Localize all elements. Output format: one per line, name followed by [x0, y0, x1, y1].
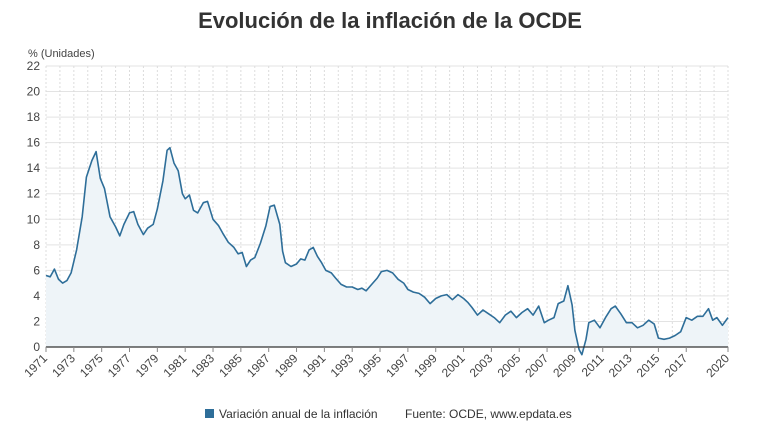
x-tick-label: 2020	[703, 351, 732, 380]
y-tick-label: 4	[33, 289, 40, 303]
x-tick-label: 1981	[161, 351, 190, 380]
x-tick-label: 1979	[133, 351, 162, 380]
x-tick-label: 2017	[662, 351, 691, 380]
x-tick-label: 1985	[216, 351, 245, 380]
y-tick-label: 18	[27, 110, 41, 124]
y-tick-label: 14	[27, 161, 41, 175]
x-tick-label: 1991	[300, 351, 329, 380]
y-tick-label: 2	[33, 314, 40, 328]
y-tick-label: 10	[27, 212, 41, 226]
x-tick-label: 2015	[634, 351, 663, 380]
x-tick-label: 2005	[495, 351, 524, 380]
y-tick-label: 20	[27, 85, 41, 99]
x-tick-label: 1995	[355, 351, 384, 380]
series-area	[46, 147, 728, 355]
y-axis-unit-label: % (Unidades)	[28, 48, 95, 60]
x-tick-label: 1971	[21, 351, 50, 380]
y-tick-label: 22	[27, 59, 41, 73]
y-tick-label: 6	[33, 263, 40, 277]
x-tick-label: 1977	[105, 351, 134, 380]
x-tick-label: 2007	[522, 351, 551, 380]
x-tick-label: 1983	[188, 351, 217, 380]
x-tick-label: 1975	[77, 351, 106, 380]
legend-label: Variación anual de la inflación	[219, 407, 378, 421]
x-tick-label: 1989	[272, 351, 301, 380]
x-tick-label: 2011	[579, 351, 607, 379]
x-tick-label: 2013	[606, 351, 635, 380]
x-tick-label: 2009	[550, 351, 579, 380]
y-tick-label: 0	[33, 340, 40, 354]
x-tick-label: 1973	[49, 351, 78, 380]
x-tick-label: 2003	[467, 351, 496, 380]
y-tick-label: 8	[33, 238, 40, 252]
series-line	[45, 146, 729, 356]
x-tick-label: 1987	[244, 351, 273, 380]
x-tick-label: 1997	[383, 351, 412, 380]
source-note: Fuente: OCDE, www.epdata.es	[405, 407, 572, 421]
y-tick-label: 16	[27, 136, 41, 150]
x-tick-label: 2001	[439, 351, 468, 380]
legend-swatch	[205, 409, 214, 418]
chart-title: Evolución de la inflación de la OCDE	[198, 8, 582, 33]
y-tick-label: 12	[27, 187, 41, 201]
x-tick-label: 1999	[411, 351, 440, 380]
x-tick-label: 1993	[328, 351, 357, 380]
